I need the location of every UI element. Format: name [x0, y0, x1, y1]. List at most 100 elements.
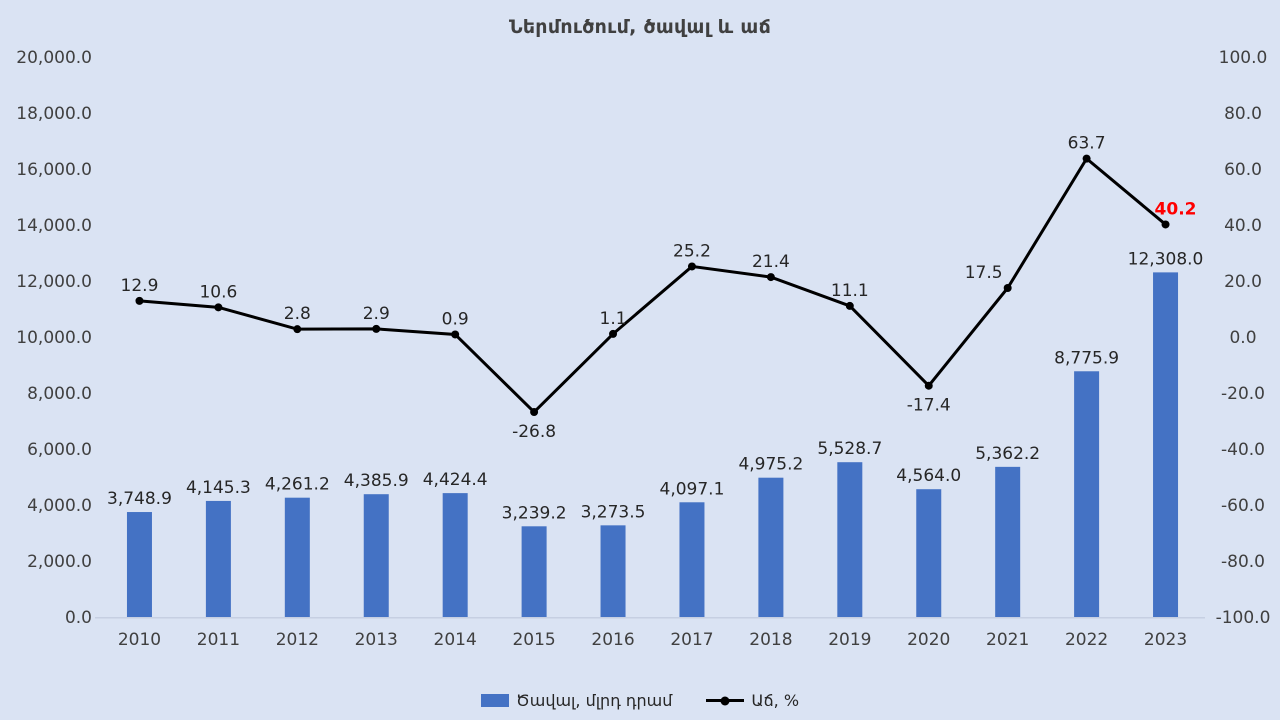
- x-axis-label-2010: 2010: [118, 630, 161, 650]
- line-label-2013: 2.9: [363, 304, 390, 324]
- x-axis-label-2016: 2016: [591, 630, 634, 650]
- line-point-2010: [135, 296, 144, 305]
- right-axis-tick: 20.0: [1224, 272, 1262, 292]
- line-label-2021: 17.5: [965, 263, 1003, 283]
- x-axis-label-2013: 2013: [355, 630, 398, 650]
- line-series-swatch-icon: [706, 696, 745, 705]
- left-axis-tick: 20,000.0: [16, 48, 92, 68]
- legend-label-volume: Ծավալ, մլրդ դրամ: [515, 691, 673, 710]
- bar-label-2021: 5,362.2: [975, 444, 1040, 464]
- line-point-2018: [766, 273, 775, 282]
- left-axis-tick: 16,000.0: [16, 160, 92, 180]
- line-point-2015: [530, 408, 539, 417]
- chart-legend: Ծավալ, մլրդ դրամ Աճ, %: [0, 691, 1280, 710]
- line-label-2015: -26.8: [512, 422, 556, 442]
- left-axis-tick: 14,000.0: [16, 216, 92, 236]
- bar-2019: [837, 462, 863, 617]
- right-axis-tick: 100.0: [1219, 48, 1268, 68]
- right-axis-tick: -80.0: [1221, 552, 1265, 572]
- x-axis-label-2011: 2011: [197, 630, 240, 650]
- bar-label-2010: 3,748.9: [107, 489, 172, 509]
- right-axis-tick: 60.0: [1224, 160, 1262, 180]
- line-point-2014: [451, 330, 460, 339]
- bar-label-2023: 12,308.0: [1128, 249, 1204, 269]
- line-point-2023: [1161, 220, 1170, 229]
- left-axis-tick: 2,000.0: [27, 552, 92, 572]
- bar-2020: [916, 489, 942, 617]
- line-label-2011: 10.6: [199, 282, 237, 302]
- x-axis-label-2021: 2021: [986, 630, 1029, 650]
- bar-2013: [363, 494, 389, 617]
- line-point-2020: [924, 381, 933, 390]
- right-axis-tick: -20.0: [1221, 384, 1265, 404]
- bar-2023: [1153, 272, 1179, 617]
- line-point-2021: [1003, 284, 1012, 292]
- line-label-2010: 12.9: [121, 276, 159, 296]
- legend-item-volume: Ծավալ, մլրդ դրամ: [480, 691, 673, 710]
- growth-line: [139, 156, 1167, 415]
- line-label-2014: 0.9: [442, 309, 469, 329]
- left-axis-tick: 6,000.0: [27, 440, 92, 460]
- bar-label-2014: 4,424.4: [423, 470, 488, 490]
- right-axis-tick: -60.0: [1221, 496, 1265, 516]
- left-axis-tick: 0.0: [65, 608, 92, 628]
- x-axis-label-2022: 2022: [1065, 630, 1108, 650]
- bar-label-2011: 4,145.3: [186, 478, 251, 498]
- left-axis-tick: 10,000.0: [16, 328, 92, 348]
- line-label-2016: 1.1: [600, 309, 627, 329]
- right-axis-tick: -40.0: [1221, 440, 1265, 460]
- bar-label-2018: 4,975.2: [738, 455, 803, 475]
- bar-label-2015: 3,239.2: [502, 503, 567, 523]
- line-point-2017: [687, 262, 696, 271]
- line-label-2019: 11.1: [831, 281, 869, 301]
- line-label-2018: 21.4: [752, 252, 790, 272]
- line-label-2022: 63.7: [1068, 134, 1106, 154]
- bar-2018: [758, 477, 784, 617]
- left-axis-tick: 12,000.0: [16, 272, 92, 292]
- x-axis-label-2023: 2023: [1144, 630, 1187, 650]
- line-point-2012: [293, 325, 302, 334]
- line-point-2016: [609, 329, 618, 338]
- x-axis-label-2014: 2014: [434, 630, 477, 650]
- left-axis-tick: 8,000.0: [27, 384, 92, 404]
- bar-label-2022: 8,775.9: [1054, 348, 1119, 368]
- x-axis-label-2019: 2019: [828, 630, 871, 650]
- line-label-2017: 25.2: [673, 241, 711, 261]
- bar-2022: [1074, 371, 1100, 617]
- right-axis-tick: -100.0: [1216, 608, 1271, 628]
- x-axis-label-2017: 2017: [670, 630, 713, 650]
- x-axis-label-2015: 2015: [512, 630, 555, 650]
- x-axis-label-2020: 2020: [907, 630, 950, 650]
- legend-item-growth: Աճ, %: [706, 691, 799, 710]
- bar-2021: [995, 466, 1021, 617]
- line-point-2022: [1082, 154, 1091, 163]
- bar-2012: [284, 497, 310, 617]
- bar-label-2019: 5,528.7: [817, 439, 882, 459]
- line-label-2012: 2.8: [284, 304, 311, 324]
- bar-2017: [679, 502, 705, 617]
- bar-label-2017: 4,097.1: [660, 479, 725, 499]
- line-point-2011: [214, 303, 223, 312]
- bar-2010: [126, 512, 152, 617]
- right-axis-tick: 0.0: [1229, 328, 1256, 348]
- bar-2014: [442, 493, 468, 617]
- line-label-2020: -17.4: [907, 396, 951, 416]
- bar-label-2013: 4,385.9: [344, 471, 409, 491]
- line-marker-icon: [720, 696, 730, 705]
- bar-label-2016: 3,273.5: [581, 502, 646, 522]
- line-label-2023: 40.2: [1155, 199, 1197, 219]
- bar-2016: [600, 525, 626, 617]
- left-axis-tick: 4,000.0: [27, 496, 92, 516]
- bar-2015: [521, 526, 547, 617]
- left-axis-tick: 18,000.0: [16, 104, 92, 124]
- line-point-2019: [845, 301, 854, 310]
- bar-2011: [205, 500, 231, 617]
- bar-series-swatch-icon: [480, 694, 509, 707]
- bar-label-2012: 4,261.2: [265, 475, 330, 495]
- x-axis-label-2012: 2012: [276, 630, 319, 650]
- line-point-2013: [372, 324, 381, 333]
- right-axis-tick: 40.0: [1224, 216, 1262, 236]
- legend-label-growth: Աճ, %: [751, 691, 800, 710]
